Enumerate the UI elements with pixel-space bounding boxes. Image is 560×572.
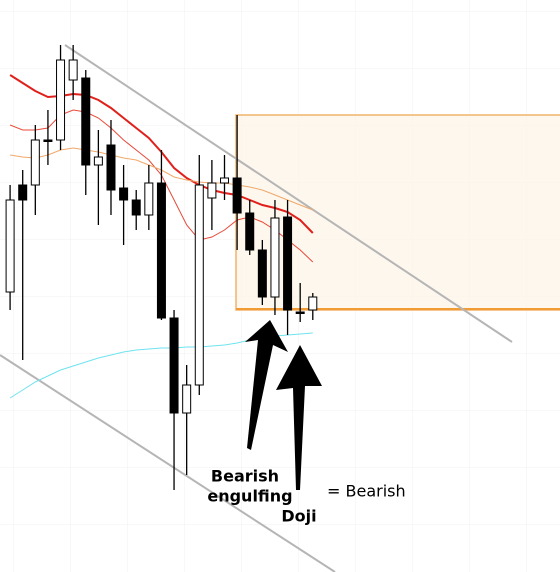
candle-body [169,317,179,414]
candle-body [156,182,166,319]
candle-body [257,249,267,298]
candle-body [295,311,305,314]
candle-body [207,182,217,199]
candle-body [232,177,242,214]
candle-body [43,139,53,142]
trendline-upper [64,44,513,343]
annotation: Bearish [211,467,279,486]
candle-body [30,139,40,186]
annotation: = Bearish [327,482,406,501]
candle-body [56,59,66,141]
candle-body [5,199,15,293]
candle-body [220,177,230,184]
candle-body [93,156,103,166]
candle-body [245,212,255,251]
candle-body [81,77,91,166]
arrow-engulfing [245,320,288,450]
candle-body [182,384,192,414]
candle-body [68,59,78,81]
trendline-lower [0,354,336,572]
candle-body [131,199,141,216]
candle-body [119,187,129,201]
candle-body [194,184,204,386]
candle-body [308,296,318,311]
candle-body [283,216,293,311]
annotation: Doji [281,507,316,526]
candle-body [144,182,154,216]
annotation: engulfing [207,487,292,506]
candle-body [270,217,280,298]
candle-body [106,144,116,191]
arrow-doji [276,345,322,490]
candle-body [18,184,28,201]
